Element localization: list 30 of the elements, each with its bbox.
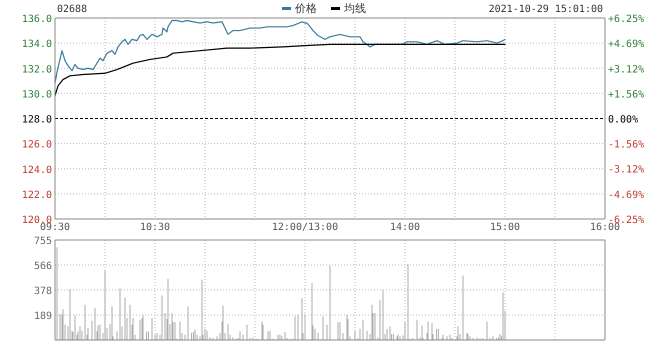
y-tick-label: 132.0 [22, 64, 52, 76]
y-tick-label: 378 [34, 286, 52, 297]
y2-tick-label: -4.69% [608, 190, 644, 201]
legend-label: 价格 [294, 2, 317, 15]
y-tick-label: 122.0 [22, 190, 52, 201]
y-tick-label: 136.0 [22, 14, 52, 25]
text: 2021-10-29 15:01:00 [488, 4, 603, 15]
y-tick-label: 566 [34, 261, 52, 272]
x-tick-label: 12:00/13:00 [272, 222, 338, 233]
y-tick-label: 126.0 [22, 140, 52, 151]
y2-tick-label: -1.56% [608, 140, 644, 151]
y-tick-label: 134.0 [22, 39, 52, 50]
x-tick-label: 10:30 [140, 222, 170, 233]
y2-tick-label: +1.56% [608, 89, 644, 100]
text: 02688 [57, 4, 88, 15]
y-tick-label: 755 [34, 236, 52, 247]
y-tick-label: 189 [34, 310, 52, 322]
x-tick-label: 09:30 [40, 222, 70, 233]
y2-tick-label: +6.25% [608, 14, 644, 25]
y-tick-label: 130.0 [22, 89, 52, 100]
x-tick-label: 16:00 [590, 222, 620, 233]
x-tick-label: 14:00 [390, 222, 420, 233]
y2-tick-label: 0.00% [608, 114, 638, 126]
y-tick-label: 124.0 [22, 164, 52, 176]
y-tick-label: 128.0 [22, 114, 52, 126]
y2-tick-label: +4.69% [608, 39, 644, 50]
y2-tick-label: +3.12% [608, 64, 644, 76]
legend-label: 均线 [343, 2, 366, 15]
y2-tick-label: -3.12% [608, 164, 644, 176]
x-tick-label: 15:00 [490, 222, 520, 233]
